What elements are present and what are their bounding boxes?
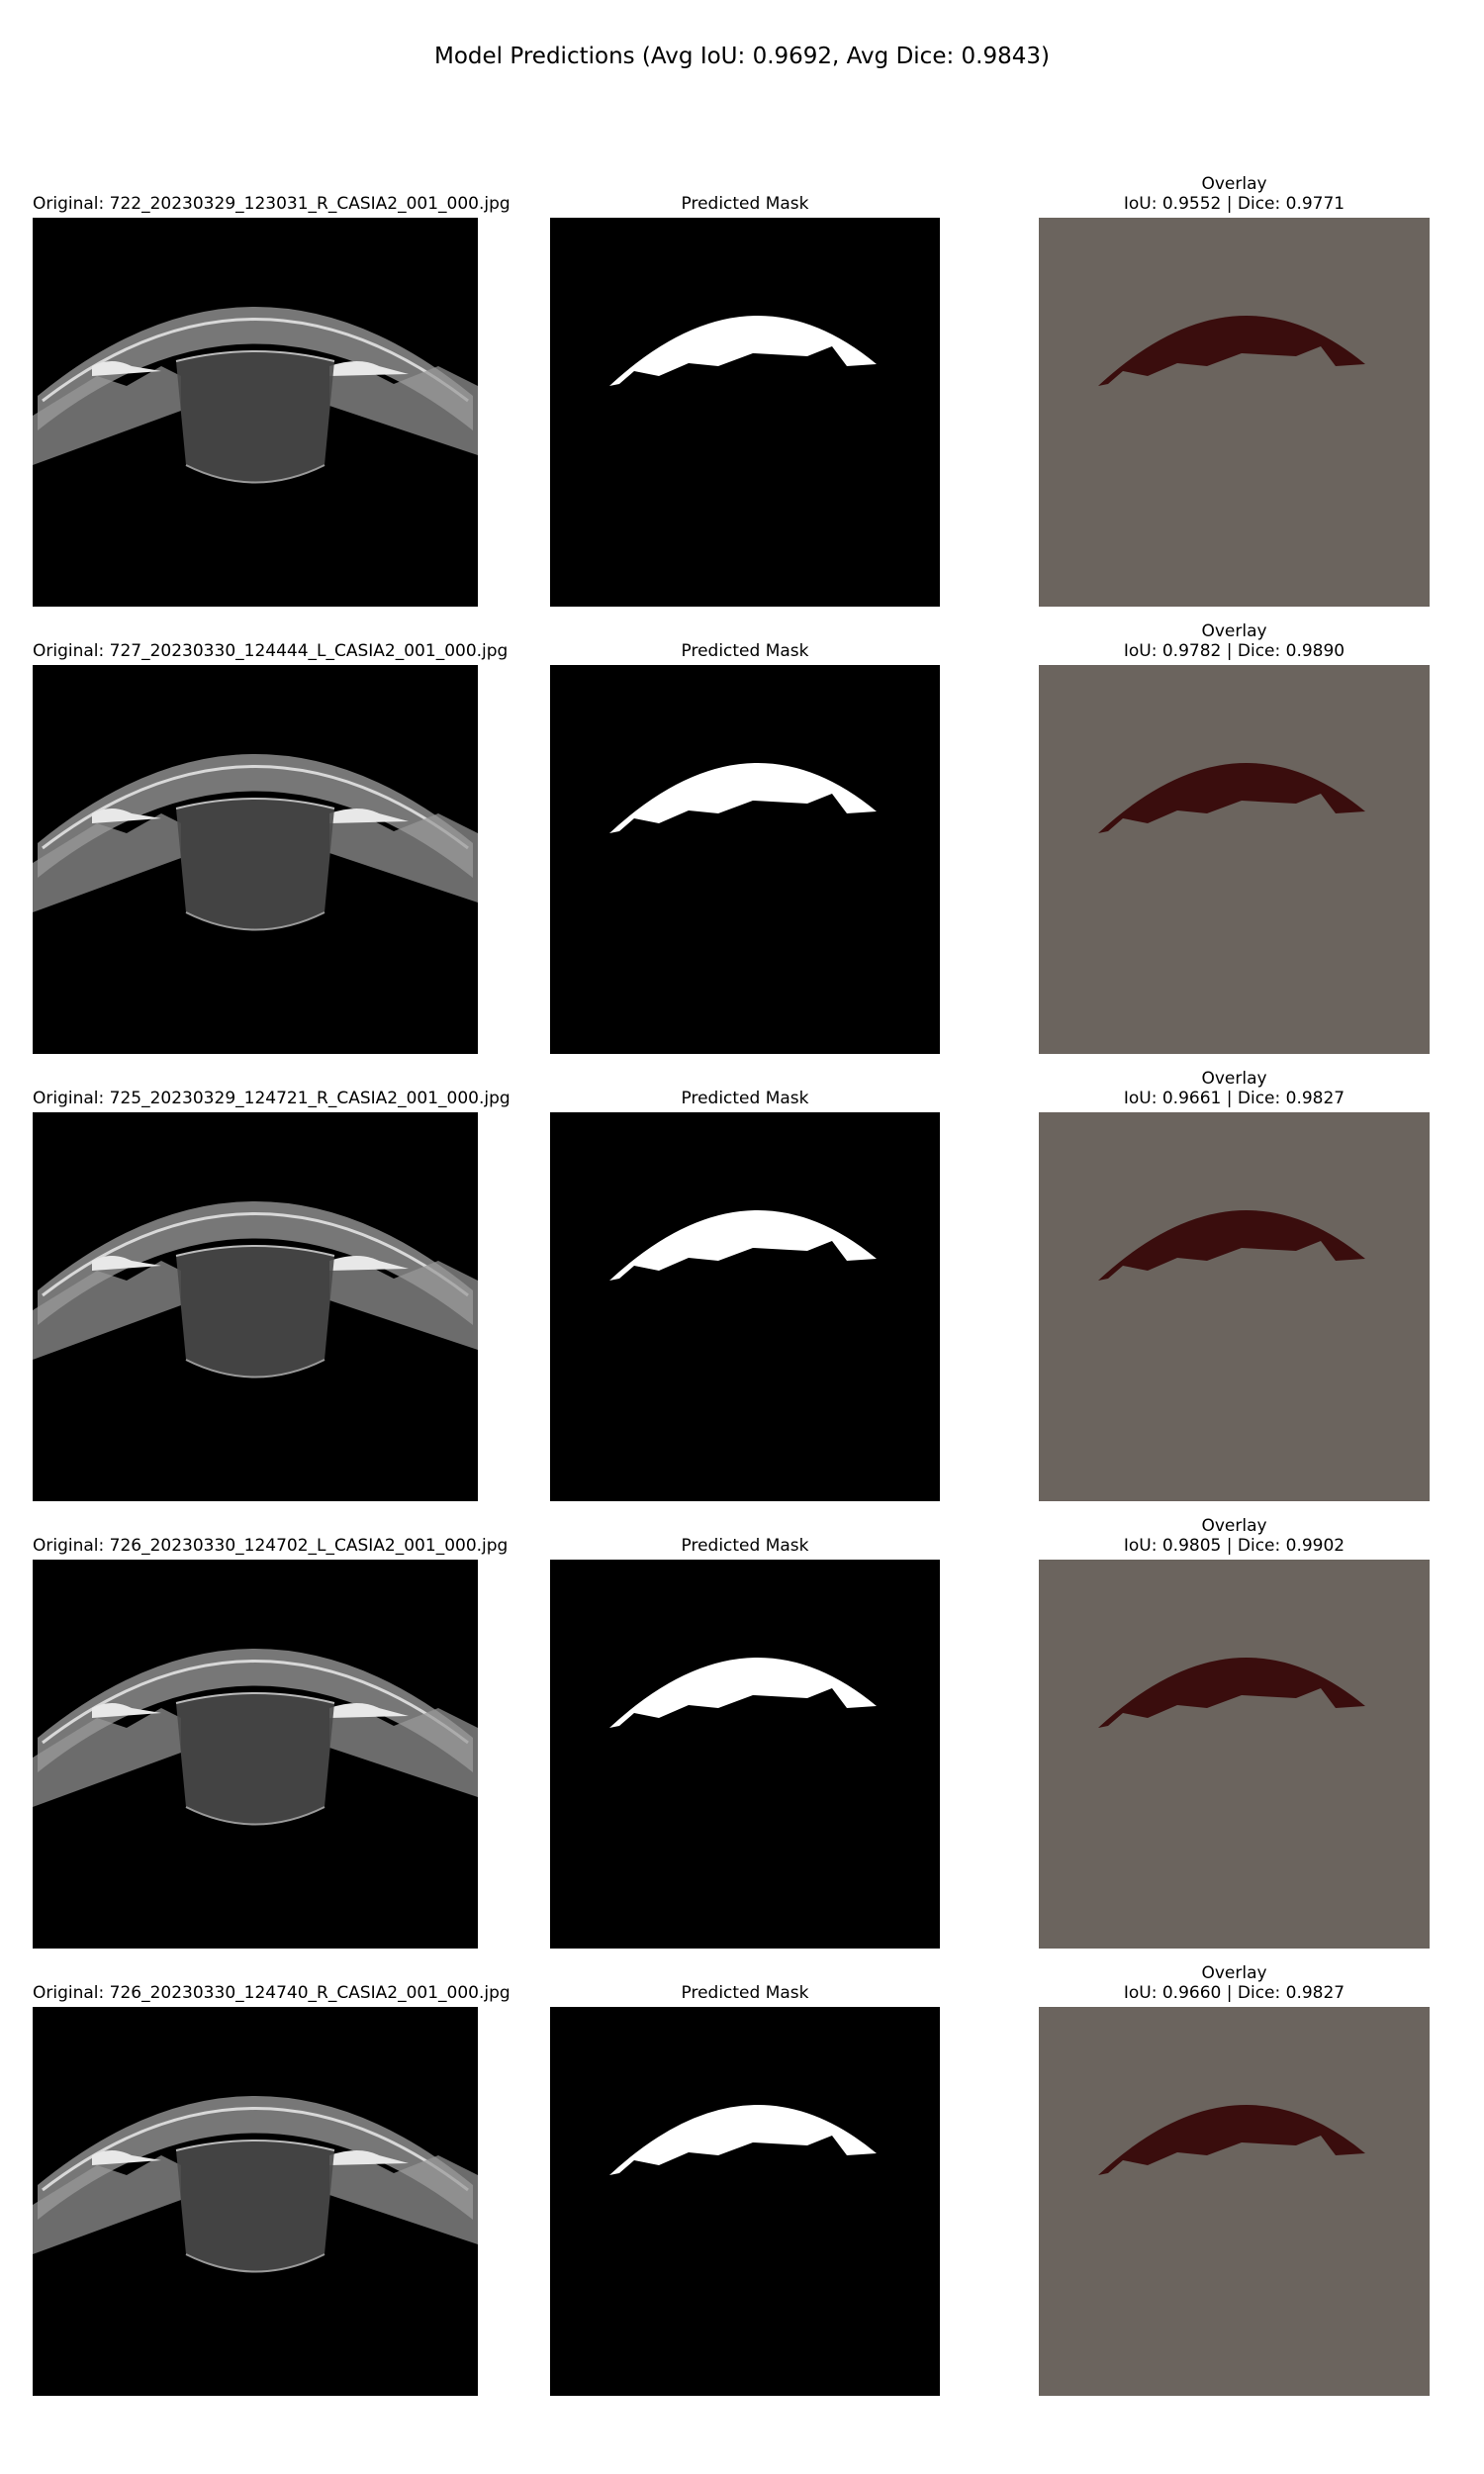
panel-image <box>1039 1112 1430 1501</box>
overlay-panel: Overlay IoU: 0.9552 | Dice: 0.9771 <box>1039 174 1430 607</box>
oct-scan-image <box>33 1560 478 1949</box>
panel-title: Original: 725_20230329_124721_R_CASIA2_0… <box>33 1089 510 1108</box>
panel-title: Overlay <box>1201 1516 1267 1536</box>
overlay-image <box>1039 665 1430 1054</box>
panel-image <box>33 1112 478 1501</box>
panel-title: Original: 726_20230330_124740_R_CASIA2_0… <box>33 1983 510 2003</box>
overlay-image <box>1039 2007 1430 2396</box>
panel-title: Original: 727_20230330_124444_L_CASIA2_0… <box>33 641 509 661</box>
figure-title: Model Predictions (Avg IoU: 0.9692, Avg … <box>434 44 1050 69</box>
overlay-panel: Overlay IoU: 0.9661 | Dice: 0.9827 <box>1039 1069 1430 1501</box>
predicted-mask-panel: Predicted Mask <box>550 1089 940 1501</box>
panel-image <box>550 218 940 607</box>
panel-image <box>1039 2007 1430 2396</box>
panel-title: Overlay <box>1201 1963 1267 1983</box>
panel-image <box>33 665 478 1054</box>
oct-scan-image <box>33 1112 478 1501</box>
panel-title: Original: 726_20230330_124702_L_CASIA2_0… <box>33 1536 509 1556</box>
panel-image <box>1039 665 1430 1054</box>
overlay-panel: Overlay IoU: 0.9782 | Dice: 0.9890 <box>1039 621 1430 1054</box>
original-panel: Original: 727_20230330_124444_L_CASIA2_0… <box>33 641 509 1054</box>
original-panel: Original: 722_20230329_123031_R_CASIA2_0… <box>33 194 510 607</box>
overlay-metrics: IoU: 0.9660 | Dice: 0.9827 <box>1123 1983 1345 2003</box>
panel-title: Original: 722_20230329_123031_R_CASIA2_0… <box>33 194 510 214</box>
predicted-mask-panel: Predicted Mask <box>550 1536 940 1949</box>
overlay-metrics: IoU: 0.9661 | Dice: 0.9827 <box>1123 1089 1345 1108</box>
overlay-image <box>1039 1112 1430 1501</box>
predicted-mask-panel: Predicted Mask <box>550 194 940 607</box>
overlay-metrics: IoU: 0.9552 | Dice: 0.9771 <box>1123 194 1345 214</box>
predicted-mask-image <box>550 218 940 607</box>
panel-image <box>33 1560 478 1949</box>
predicted-mask-image <box>550 2007 940 2396</box>
panel-title: Predicted Mask <box>681 194 809 214</box>
panel-title: Predicted Mask <box>681 641 809 661</box>
panel-title: Predicted Mask <box>681 1089 809 1108</box>
panel-title: Predicted Mask <box>681 1983 809 2003</box>
overlay-metrics: IoU: 0.9805 | Dice: 0.9902 <box>1123 1536 1345 1556</box>
original-panel: Original: 725_20230329_124721_R_CASIA2_0… <box>33 1089 510 1501</box>
overlay-image <box>1039 1560 1430 1949</box>
overlay-metrics: IoU: 0.9782 | Dice: 0.9890 <box>1123 641 1345 661</box>
panel-image <box>33 218 478 607</box>
panel-title: Overlay <box>1201 1069 1267 1089</box>
panel-title: Overlay <box>1201 621 1267 641</box>
overlay-panel: Overlay IoU: 0.9660 | Dice: 0.9827 <box>1039 1963 1430 2396</box>
panel-title: Predicted Mask <box>681 1536 809 1556</box>
panel-image <box>550 1112 940 1501</box>
predicted-mask-panel: Predicted Mask <box>550 641 940 1054</box>
predicted-mask-image <box>550 1112 940 1501</box>
overlay-panel: Overlay IoU: 0.9805 | Dice: 0.9902 <box>1039 1516 1430 1949</box>
panel-image <box>33 2007 478 2396</box>
overlay-image <box>1039 218 1430 607</box>
original-panel: Original: 726_20230330_124702_L_CASIA2_0… <box>33 1536 509 1949</box>
oct-scan-image <box>33 2007 478 2396</box>
predicted-mask-image <box>550 1560 940 1949</box>
predicted-mask-image <box>550 665 940 1054</box>
original-panel: Original: 726_20230330_124740_R_CASIA2_0… <box>33 1983 510 2396</box>
oct-scan-image <box>33 218 478 607</box>
panel-image <box>550 665 940 1054</box>
panel-image <box>550 1560 940 1949</box>
oct-scan-image <box>33 665 478 1054</box>
panel-image <box>550 2007 940 2396</box>
panel-title: Overlay <box>1201 174 1267 194</box>
panel-image <box>1039 218 1430 607</box>
panel-image <box>1039 1560 1430 1949</box>
predicted-mask-panel: Predicted Mask <box>550 1983 940 2396</box>
